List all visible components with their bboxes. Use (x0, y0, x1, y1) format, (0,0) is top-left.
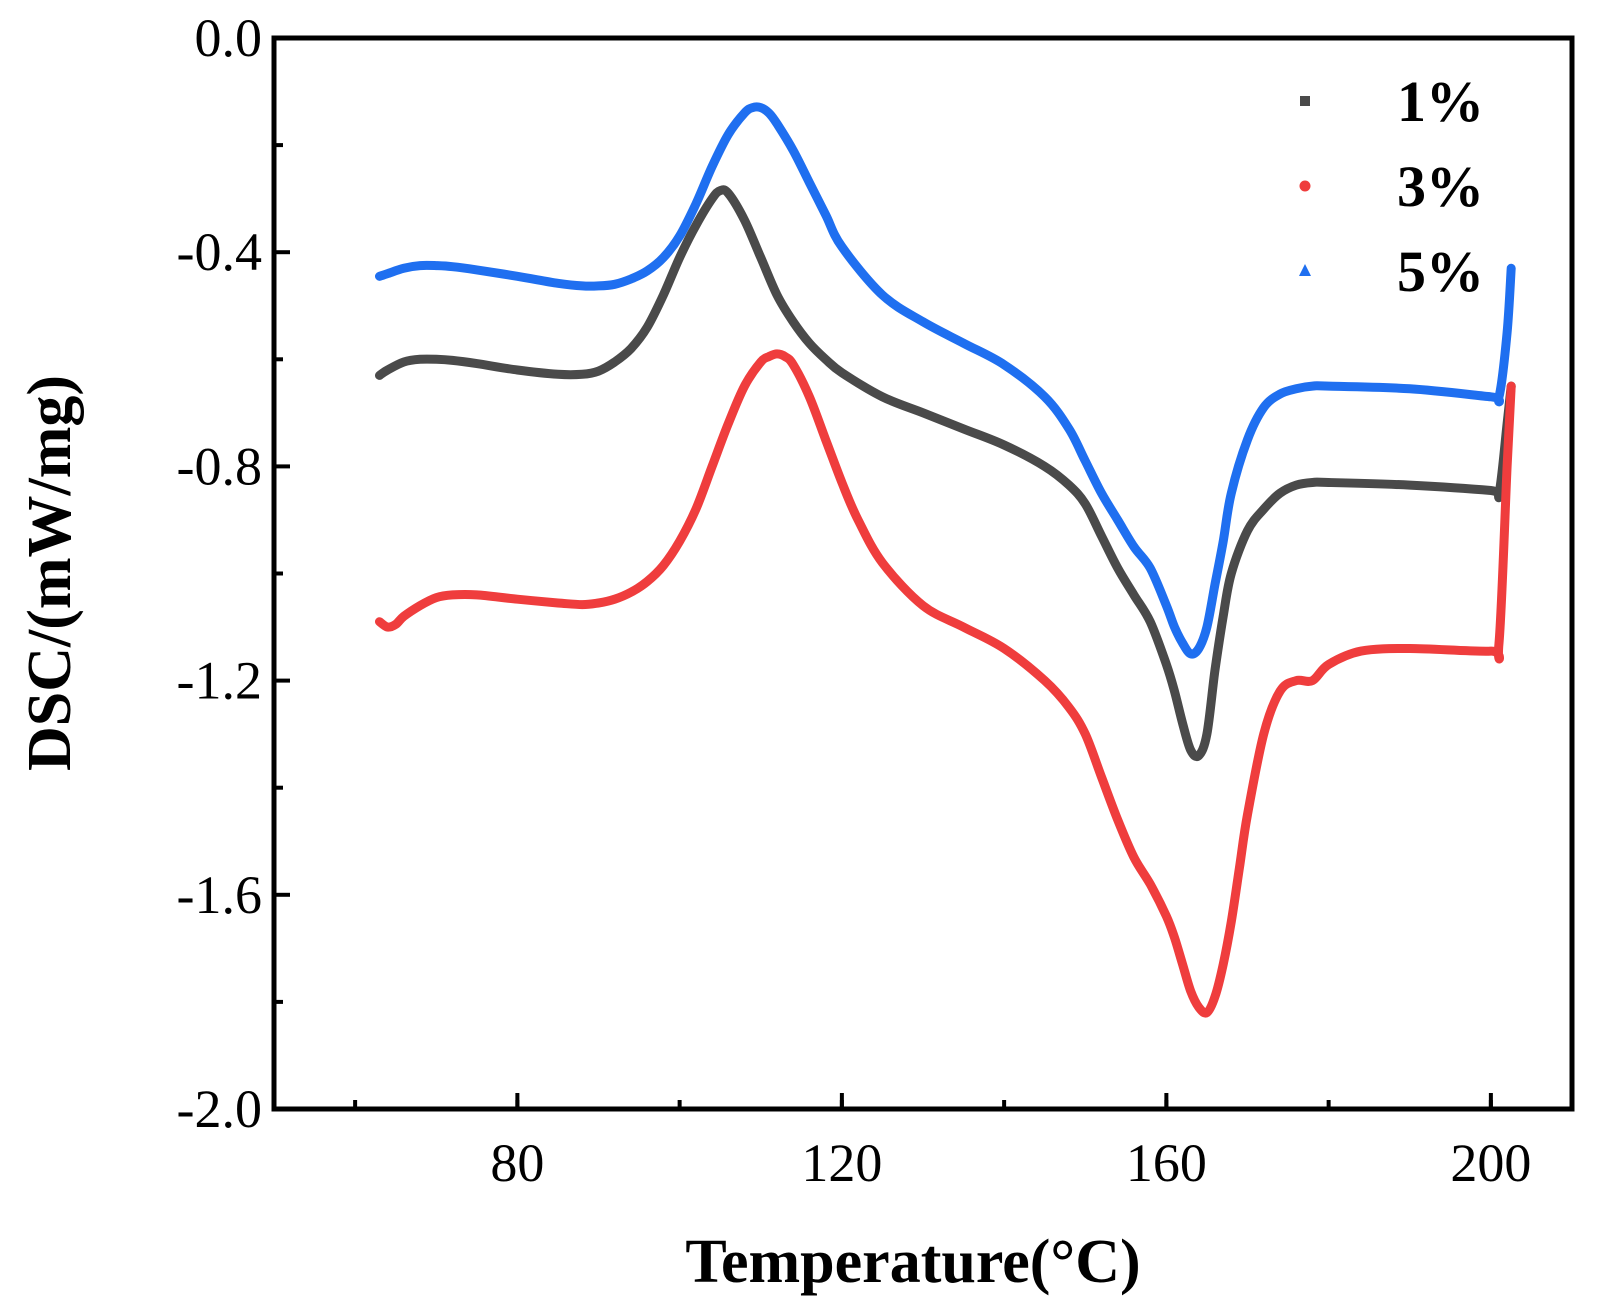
x-tick-label: 200 (1450, 1133, 1531, 1193)
legend-label: 3% (1397, 154, 1484, 219)
legend-label: 5% (1397, 239, 1484, 304)
x-tick-label: 120 (801, 1133, 882, 1193)
legend: 1% 3% 5% (1299, 69, 1484, 304)
series-line-5pct (375, 102, 1516, 659)
legend-label: 1% (1397, 69, 1484, 134)
y-axis-title: DSC/(mW/mg) (16, 375, 84, 771)
y-tick-label: -1.2 (177, 651, 262, 711)
y-tick-label: -2.0 (177, 1079, 262, 1139)
y-axis-ticks: 0.0 -0.4 -0.8 -1.2 -1.6 -2.0 (177, 8, 290, 1139)
x-tick-label: 80 (490, 1133, 544, 1193)
y-tick-label: -1.6 (177, 865, 262, 925)
y-tick-label: -0.8 (177, 436, 262, 496)
series-line-3pct (375, 349, 1516, 1018)
x-tick-label: 160 (1126, 1133, 1207, 1193)
series-layer (375, 102, 1516, 1018)
series-line-1pct (375, 185, 1516, 762)
legend-marker-square (1300, 96, 1310, 106)
y-tick-label: 0.0 (195, 8, 263, 68)
plot-frame (271, 35, 1575, 1112)
legend-marker-circle (1299, 180, 1311, 192)
y-tick-label: -0.4 (177, 222, 262, 282)
x-axis-ticks: 80 120 160 200 (353, 1093, 1531, 1193)
x-axis-title: Temperature(°C) (685, 1228, 1140, 1296)
legend-marker-triangle (1299, 264, 1311, 276)
